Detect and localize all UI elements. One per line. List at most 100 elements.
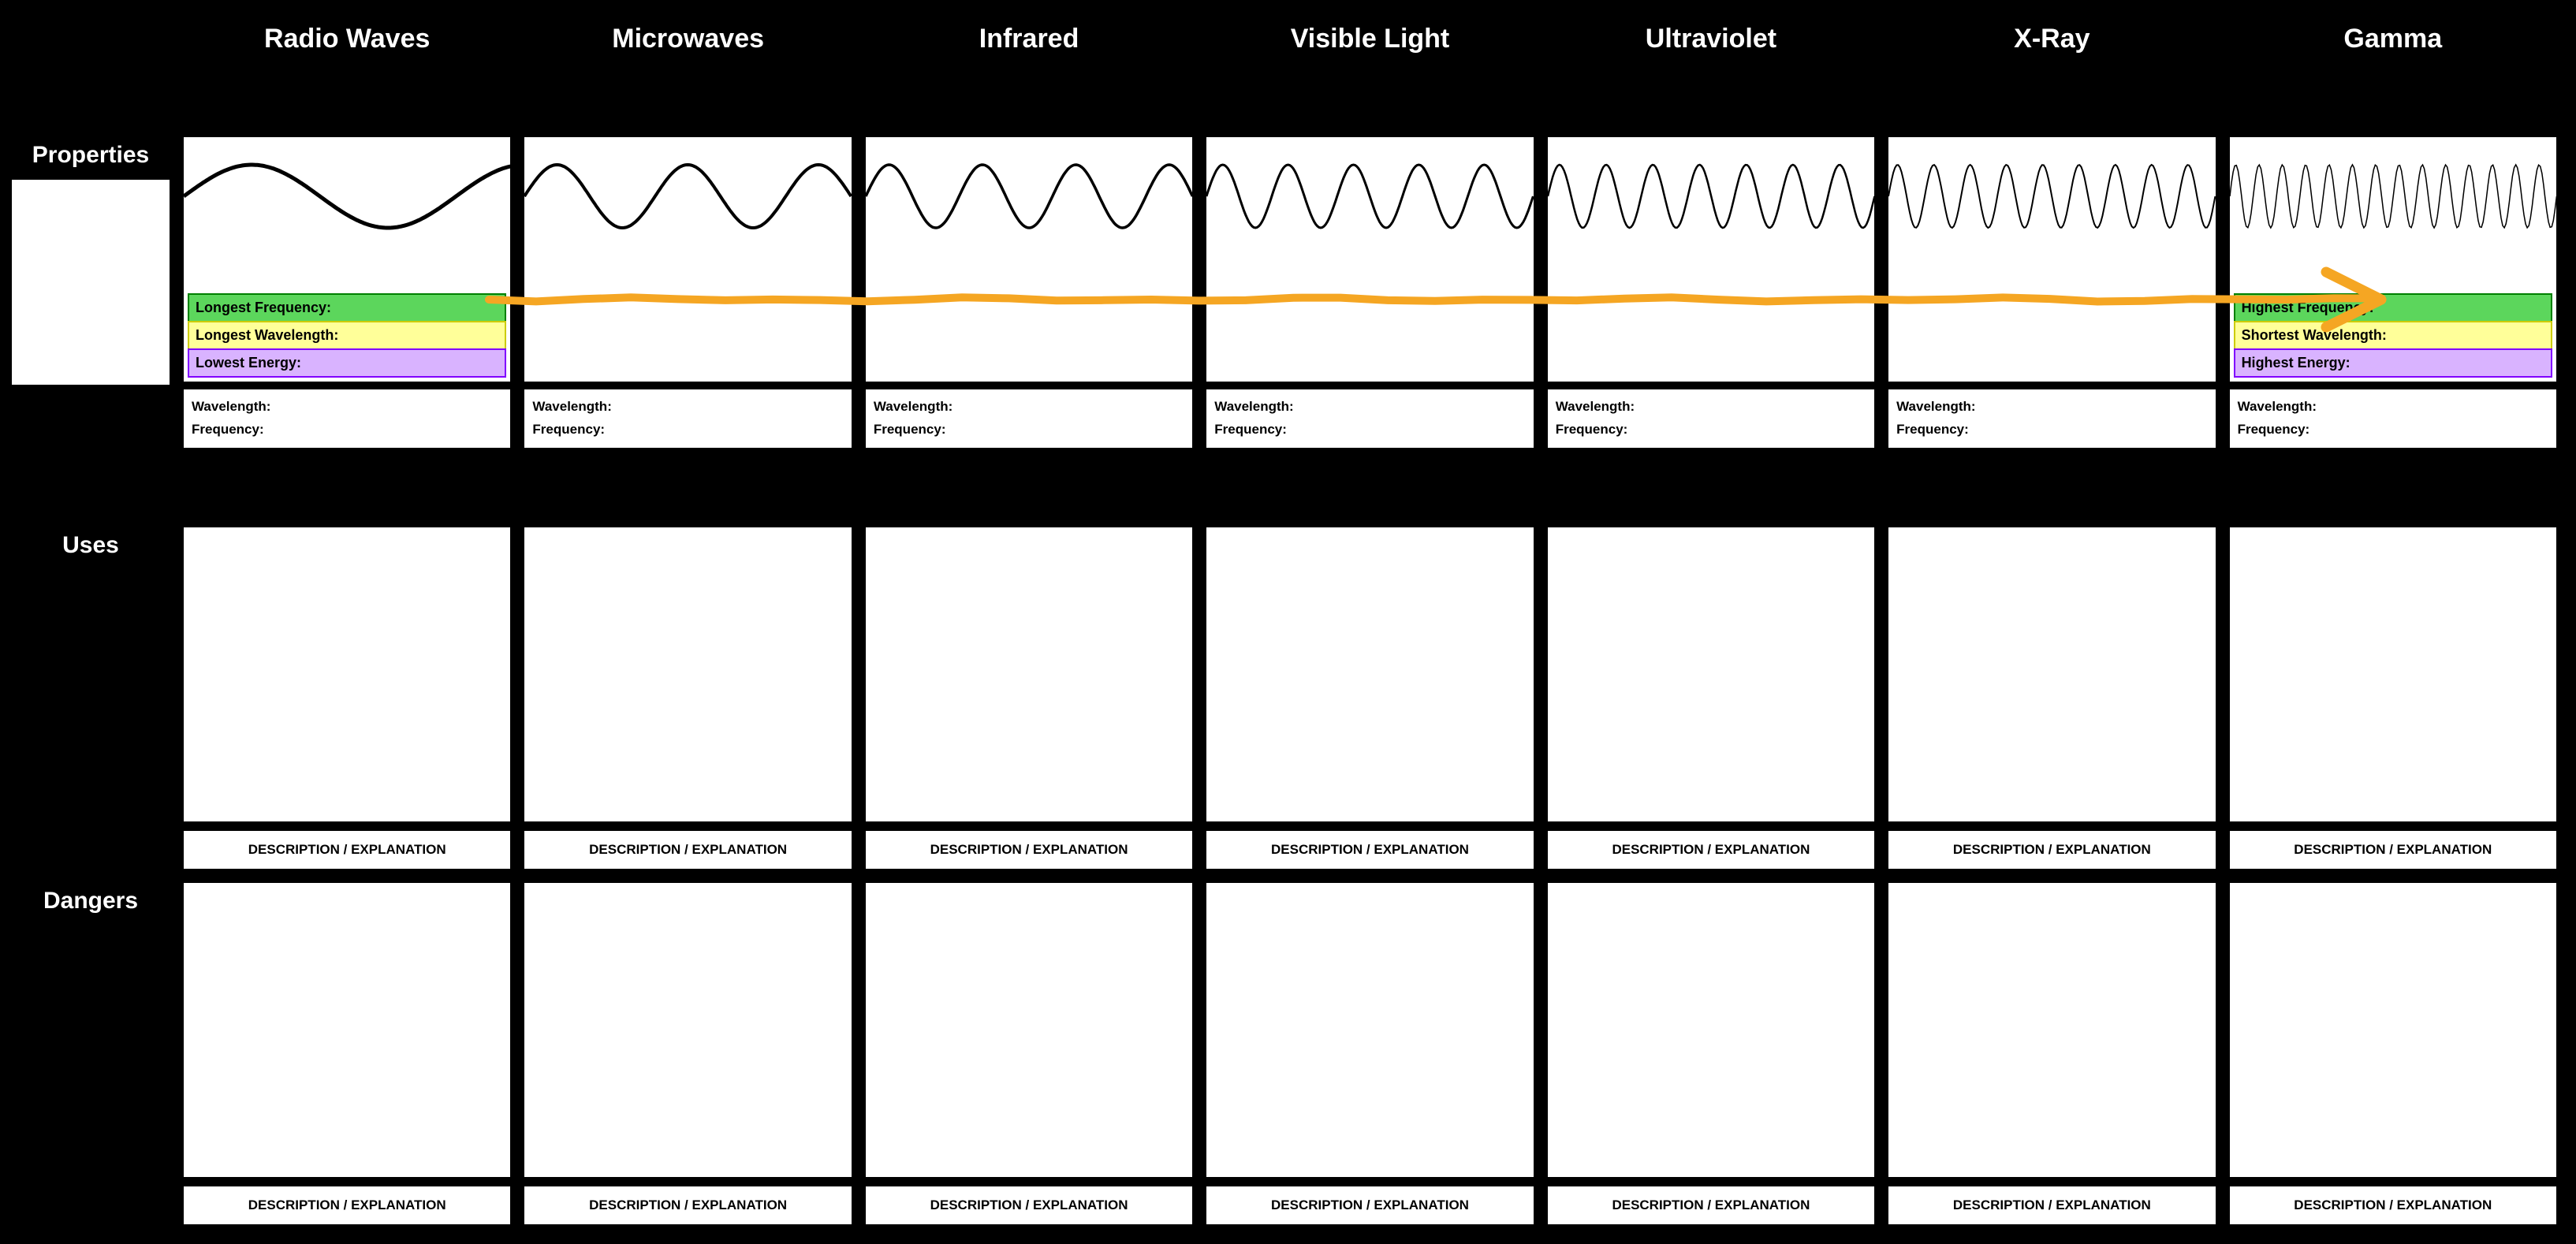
dangers-description-box: DESCRIPTION / EXPLANATION [184,1186,510,1224]
row-label-dangers: Dangers [12,883,170,1224]
uses-cell: DESCRIPTION / EXPLANATION [2230,527,2556,869]
uses-image-box [184,527,510,821]
dangers-description-box: DESCRIPTION / EXPLANATION [524,1186,851,1224]
uses-description-box: DESCRIPTION / EXPLANATION [1888,831,2215,869]
wavelength-frequency-box: Wavelength: Frequency: [524,389,851,448]
property-bar: Highest Frequency: [2234,293,2552,322]
row-label-properties: Properties [12,137,170,169]
properties-cell: Wavelength: Frequency: [524,137,851,513]
dangers-description-box: DESCRIPTION / EXPLANATION [2230,1186,2556,1224]
wave-box [866,137,1192,382]
dangers-image-box [524,883,851,1177]
uses-description-box: DESCRIPTION / EXPLANATION [2230,831,2556,869]
property-bar: Longest Frequency: [188,293,506,322]
properties-cell: Wavelength: Frequency: [866,137,1192,513]
uses-description-box: DESCRIPTION / EXPLANATION [1548,831,1874,869]
property-bar: Highest Energy: [2234,348,2552,378]
properties-cell: Longest Frequency:Longest Wavelength:Low… [184,137,510,513]
wave-box [1548,137,1874,382]
wavelength-frequency-box: Wavelength: Frequency: [2230,389,2556,448]
col-header: Gamma [2230,16,2556,123]
dangers-image-box [1888,883,2215,1177]
property-bar: Longest Wavelength: [188,321,506,350]
wavelength-label: Wavelength: [2238,396,2548,419]
uses-image-box [866,527,1192,821]
dangers-cell: DESCRIPTION / EXPLANATION [1888,883,2215,1224]
col-header: Ultraviolet [1548,16,1874,123]
wavelength-frequency-box: Wavelength: Frequency: [1548,389,1874,448]
property-bars-right: Highest Frequency:Shortest Wavelength:Hi… [2234,293,2552,378]
wave-svg [184,153,510,240]
dangers-image-box [184,883,510,1177]
frequency-label: Frequency: [874,419,1184,441]
wave-box [1206,137,1533,382]
dangers-image-box [866,883,1192,1177]
dangers-description-box: DESCRIPTION / EXPLANATION [1888,1186,2215,1224]
uses-cell: DESCRIPTION / EXPLANATION [1548,527,1874,869]
uses-cell: DESCRIPTION / EXPLANATION [1206,527,1533,869]
uses-description-box: DESCRIPTION / EXPLANATION [184,831,510,869]
dangers-cell: DESCRIPTION / EXPLANATION [1548,883,1874,1224]
uses-image-box [524,527,851,821]
col-header: Microwaves [524,16,851,123]
wave-box [1888,137,2215,382]
wavelength-label: Wavelength: [1896,396,2207,419]
dangers-image-box [1548,883,1874,1177]
uses-cell: DESCRIPTION / EXPLANATION [184,527,510,869]
uses-description-box: DESCRIPTION / EXPLANATION [524,831,851,869]
frequency-label: Frequency: [532,419,843,441]
uses-image-box [1206,527,1533,821]
dangers-description-box: DESCRIPTION / EXPLANATION [1206,1186,1533,1224]
uses-description-box: DESCRIPTION / EXPLANATION [1206,831,1533,869]
wave-svg [866,153,1192,240]
uses-image-box [1548,527,1874,821]
dangers-cell: DESCRIPTION / EXPLANATION [2230,883,2556,1224]
side-blank-box [12,180,170,385]
property-bar: Shortest Wavelength: [2234,321,2552,350]
wavelength-frequency-box: Wavelength: Frequency: [184,389,510,448]
uses-cell: DESCRIPTION / EXPLANATION [866,527,1192,869]
col-header: Infrared [866,16,1192,123]
dangers-cell: DESCRIPTION / EXPLANATION [1206,883,1533,1224]
wavelength-label: Wavelength: [1214,396,1525,419]
wave-svg [2230,153,2556,240]
dangers-cell: DESCRIPTION / EXPLANATION [866,883,1192,1224]
properties-cell: Wavelength: Frequency: [1548,137,1874,513]
wavelength-label: Wavelength: [1556,396,1866,419]
properties-cell: Wavelength: Frequency: [1888,137,2215,513]
uses-cell: DESCRIPTION / EXPLANATION [1888,527,2215,869]
dangers-image-box [1206,883,1533,1177]
wave-box [524,137,851,382]
wavelength-frequency-box: Wavelength: Frequency: [1888,389,2215,448]
frequency-label: Frequency: [192,419,502,441]
frequency-label: Frequency: [1214,419,1525,441]
row-label-uses: Uses [12,527,170,869]
wavelength-frequency-box: Wavelength: Frequency: [1206,389,1533,448]
col-header: X-Ray [1888,16,2215,123]
wave-svg [1548,153,1874,240]
uses-image-box [1888,527,2215,821]
uses-cell: DESCRIPTION / EXPLANATION [524,527,851,869]
col-header: Visible Light [1206,16,1533,123]
wave-box: Longest Frequency:Longest Wavelength:Low… [184,137,510,382]
frequency-label: Frequency: [2238,419,2548,441]
frequency-label: Frequency: [1896,419,2207,441]
dangers-cell: DESCRIPTION / EXPLANATION [524,883,851,1224]
properties-cell: Wavelength: Frequency: [1206,137,1533,513]
dangers-description-box: DESCRIPTION / EXPLANATION [866,1186,1192,1224]
col-header: Radio Waves [184,16,510,123]
wave-svg [1888,153,2215,240]
wave-svg [1206,153,1533,240]
dangers-description-box: DESCRIPTION / EXPLANATION [1548,1186,1874,1224]
property-bars-left: Longest Frequency:Longest Wavelength:Low… [188,293,506,378]
wavelength-frequency-box: Wavelength: Frequency: [866,389,1192,448]
wavelength-label: Wavelength: [874,396,1184,419]
wave-svg [524,153,851,240]
uses-description-box: DESCRIPTION / EXPLANATION [866,831,1192,869]
wavelength-label: Wavelength: [192,396,502,419]
property-bar: Lowest Energy: [188,348,506,378]
dangers-cell: DESCRIPTION / EXPLANATION [184,883,510,1224]
wavelength-label: Wavelength: [532,396,843,419]
uses-image-box [2230,527,2556,821]
properties-cell: Highest Frequency:Shortest Wavelength:Hi… [2230,137,2556,513]
